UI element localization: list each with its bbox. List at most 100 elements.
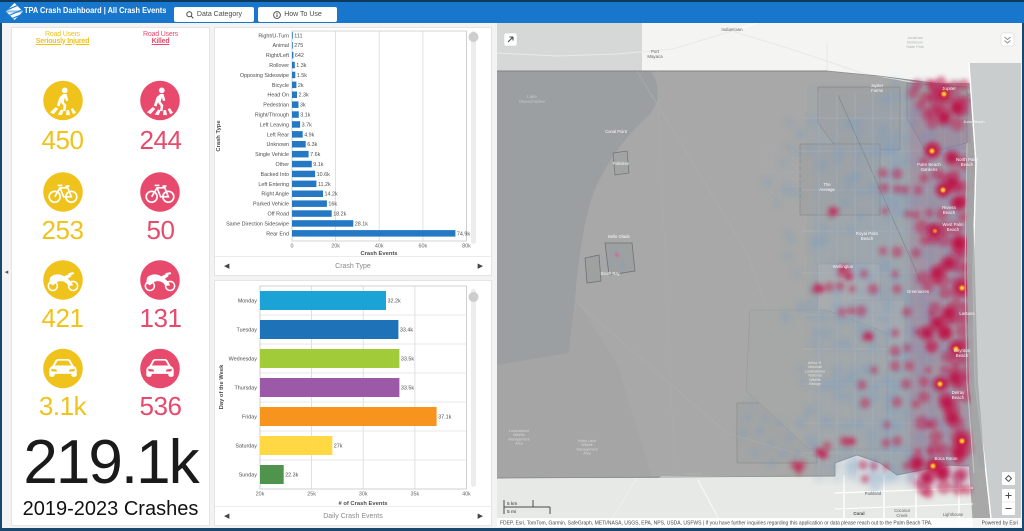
svg-text:5 km: 5 km [507, 501, 517, 507]
svg-text:Gardens: Gardens [921, 167, 939, 172]
svg-text:Left Entering: Left Entering [258, 182, 289, 188]
svg-text:Marshall: Marshall [808, 365, 822, 369]
svg-text:Management: Management [509, 437, 530, 441]
svg-text:Belle Glade: Belle Glade [608, 234, 630, 239]
svg-text:80k: 80k [462, 244, 471, 250]
svg-text:Boca Raton: Boca Raton [935, 456, 959, 461]
svg-text:Backed Into: Backed Into [261, 172, 289, 178]
svg-text:Right/Through: Right/Through [255, 113, 289, 119]
svg-text:111: 111 [294, 33, 302, 39]
svg-text:Riviera: Riviera [942, 205, 956, 210]
svg-text:10.6k: 10.6k [317, 172, 330, 178]
svg-text:Loxahatchee: Loxahatchee [805, 369, 826, 373]
svg-text:2k: 2k [298, 83, 304, 89]
svg-text:Juno Beach: Juno Beach [963, 119, 984, 124]
svg-text:Okeechobee: Okeechobee [519, 99, 545, 104]
svg-text:30k: 30k [359, 492, 368, 498]
svg-text:Bicycle: Bicycle [272, 83, 289, 89]
svg-text:642: 642 [295, 53, 304, 59]
svg-text:Beach: Beach [861, 236, 874, 241]
svg-text:6.3k: 6.3k [307, 142, 317, 148]
svg-text:Left Rear: Left Rear [267, 132, 289, 138]
svg-text:Right/Left: Right/Left [266, 53, 290, 59]
svg-text:33.5k: 33.5k [401, 386, 414, 392]
svg-text:Dickinson: Dickinson [907, 40, 923, 44]
svg-text:40k: 40k [375, 244, 384, 250]
svg-text:Single Vehicle: Single Vehicle [255, 152, 289, 158]
svg-text:FDEP, Esri, TomTom, Garmin, Sa: FDEP, Esri, TomTom, Garmin, SafeGraph, M… [500, 521, 932, 527]
svg-text:20k: 20k [331, 244, 340, 250]
svg-text:The: The [823, 182, 831, 187]
svg-text:5 mi: 5 mi [507, 509, 516, 515]
svg-text:Thursday: Thursday [235, 386, 258, 392]
svg-text:9.1k: 9.1k [313, 162, 323, 168]
svg-text:Off Road: Off Road [268, 212, 289, 218]
svg-text:Tuesday: Tuesday [237, 328, 258, 334]
svg-text:1.3k: 1.3k [296, 63, 306, 69]
svg-text:Beach: Beach [952, 395, 965, 400]
svg-text:Jupiter: Jupiter [871, 83, 884, 88]
svg-text:North Palm: North Palm [956, 157, 978, 162]
svg-text:3.7k: 3.7k [302, 122, 312, 128]
svg-text:Beach: Beach [943, 210, 956, 215]
svg-text:Port: Port [651, 49, 660, 54]
svg-text:32.2k: 32.2k [388, 299, 401, 305]
svg-text:Lantana: Lantana [959, 311, 975, 316]
svg-text:Canal Point: Canal Point [605, 129, 627, 134]
svg-text:Beach: Beach [947, 227, 960, 232]
svg-text:Unknown: Unknown [267, 142, 289, 148]
svg-text:Pedestrian: Pedestrian [263, 103, 289, 109]
svg-text:Right/U-Turn: Right/U-Turn [258, 33, 289, 39]
svg-text:275: 275 [294, 43, 303, 49]
svg-text:35k: 35k [411, 492, 420, 498]
svg-text:Holey Land: Holey Land [578, 439, 596, 443]
svg-text:Palm Beach: Palm Beach [917, 162, 941, 167]
svg-text:Other: Other [276, 162, 290, 168]
svg-text:60k: 60k [419, 244, 428, 250]
svg-text:Crash Type: Crash Type [216, 120, 222, 152]
svg-text:Crash Events: Crash Events [360, 251, 397, 257]
svg-text:0: 0 [291, 244, 294, 250]
svg-text:Rear End: Rear End [266, 231, 289, 237]
svg-text:Day of the Week: Day of the Week [219, 364, 225, 409]
svg-text:# of Crash Events: # of Crash Events [339, 501, 388, 507]
svg-text:Right Angle: Right Angle [261, 192, 289, 198]
svg-text:Left Leaving: Left Leaving [260, 122, 289, 128]
svg-text:Coconut: Coconut [894, 508, 910, 513]
svg-text:40k: 40k [462, 492, 471, 498]
svg-text:Creek: Creek [896, 513, 908, 518]
svg-text:Acreage: Acreage [819, 187, 835, 192]
svg-text:Saturday: Saturday [235, 444, 257, 450]
svg-text:Wellington: Wellington [833, 264, 854, 269]
svg-text:Wildlife: Wildlife [809, 378, 821, 382]
svg-text:Area: Area [515, 442, 523, 446]
svg-text:27k: 27k [334, 444, 343, 450]
svg-text:Monday: Monday [238, 299, 257, 305]
svg-text:Greenacres: Greenacres [907, 289, 929, 294]
svg-text:4.9k: 4.9k [304, 132, 314, 138]
svg-text:74.9k: 74.9k [457, 231, 470, 237]
svg-text:Sunday: Sunday [239, 473, 258, 479]
svg-text:Friday: Friday [242, 415, 257, 421]
svg-text:Lake: Lake [527, 94, 537, 99]
svg-text:20k: 20k [256, 492, 265, 498]
svg-text:Management: Management [577, 447, 598, 451]
svg-text:Jonathan: Jonathan [907, 36, 923, 40]
svg-text:South Bay: South Bay [600, 271, 620, 276]
svg-text:Pahokee: Pahokee [613, 161, 630, 166]
svg-text:14.2k: 14.2k [325, 192, 338, 198]
svg-text:18.2k: 18.2k [333, 212, 346, 218]
svg-text:Beach: Beach [961, 162, 974, 167]
svg-text:Powered by Esri: Powered by Esri [982, 521, 1018, 527]
svg-text:Parkland: Parkland [865, 491, 882, 496]
svg-text:Wednesday: Wednesday [229, 357, 258, 363]
svg-text:7.6k: 7.6k [310, 152, 320, 158]
svg-text:Coral: Coral [853, 511, 864, 516]
svg-text:3k: 3k [300, 103, 306, 109]
svg-text:11.2k: 11.2k [318, 182, 331, 188]
svg-text:Beach: Beach [956, 353, 969, 358]
svg-text:33.5k: 33.5k [401, 357, 414, 363]
svg-text:Head On: Head On [267, 93, 289, 99]
svg-text:Indiantown: Indiantown [721, 27, 743, 32]
svg-text:22.3k: 22.3k [285, 473, 298, 479]
